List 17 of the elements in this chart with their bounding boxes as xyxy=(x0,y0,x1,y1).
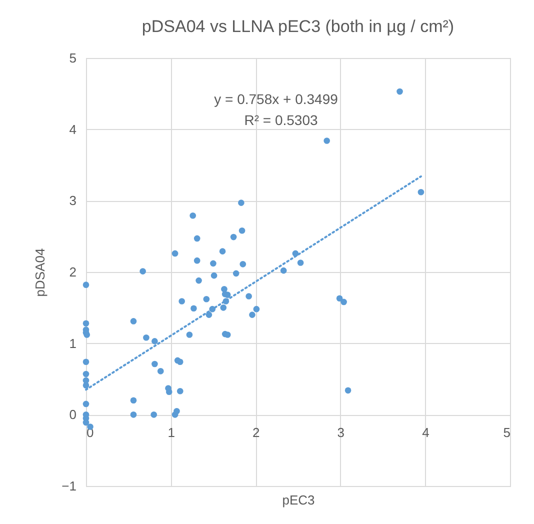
annotation: y = 0.758x + 0.3499 xyxy=(214,91,338,107)
y-axis-title: pDSA04 xyxy=(32,248,48,297)
x-tick-label: 5 xyxy=(503,425,510,440)
chart-title: pDSA04 vs LLNA pEC3 (both in µg / cm²) xyxy=(142,17,454,36)
y-tick-label: 0 xyxy=(69,407,76,422)
x-tick-label: 1 xyxy=(168,425,175,440)
y-tick-label: 1 xyxy=(69,336,76,351)
annotation: R² = 0.5303 xyxy=(244,112,318,128)
y-tick-label: 4 xyxy=(69,122,76,137)
x-tick-label: 3 xyxy=(337,425,345,440)
x-tick-label: 2 xyxy=(252,425,260,440)
y-tick-label: −1 xyxy=(62,478,76,494)
y-tick-label: 3 xyxy=(69,193,76,208)
y-tick-label: 2 xyxy=(69,264,76,280)
y-tick-label: 5 xyxy=(69,50,76,66)
x-tick-label: 4 xyxy=(422,425,430,440)
x-axis-title: pEC3 xyxy=(282,492,315,508)
